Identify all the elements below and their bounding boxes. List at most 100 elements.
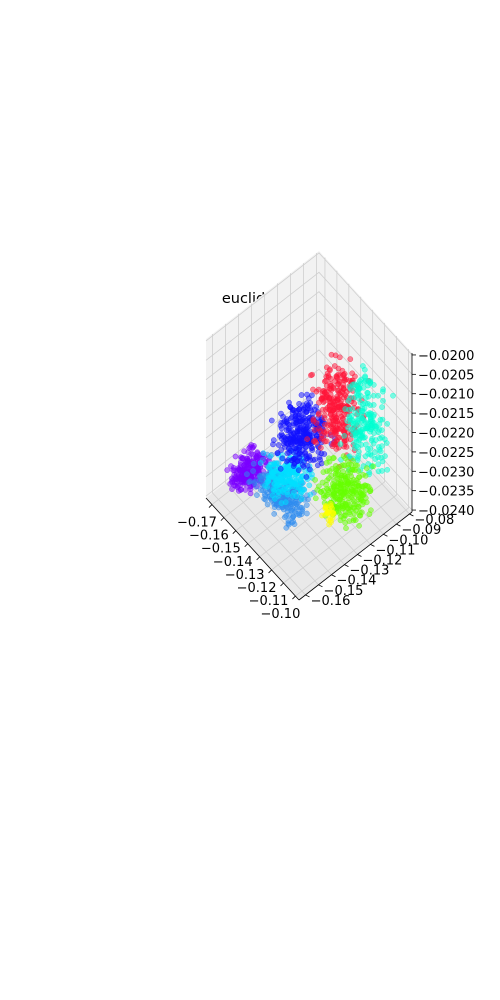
data-point xyxy=(293,438,300,445)
data-point xyxy=(383,440,390,446)
data-point xyxy=(283,483,289,490)
data-point xyxy=(299,489,305,495)
data-point xyxy=(371,430,377,436)
data-point xyxy=(268,417,275,424)
data-point xyxy=(339,505,346,511)
x-tick xyxy=(244,543,249,548)
x-tick xyxy=(220,517,225,521)
data-point xyxy=(349,406,356,412)
data-point xyxy=(271,511,278,517)
x-tick xyxy=(208,504,213,508)
data-point xyxy=(350,423,357,429)
data-point xyxy=(247,490,254,497)
x-tick-label: −0.14 xyxy=(213,555,253,570)
x-tick-label: −0.13 xyxy=(225,568,265,583)
y-tick-label: −0.11 xyxy=(376,543,416,558)
data-point xyxy=(326,475,332,482)
data-point xyxy=(323,493,329,499)
data-point xyxy=(339,420,346,426)
data-point xyxy=(341,370,348,377)
data-point xyxy=(278,410,284,417)
x-tick xyxy=(232,530,237,534)
data-point xyxy=(358,490,364,497)
data-point xyxy=(378,454,385,461)
data-point xyxy=(316,425,322,432)
data-point xyxy=(275,442,282,448)
data-point xyxy=(298,392,305,398)
data-point xyxy=(240,455,246,461)
data-point xyxy=(377,435,383,442)
data-point xyxy=(295,412,302,419)
data-point xyxy=(357,428,364,434)
x-tick-label: −0.10 xyxy=(261,607,301,622)
data-point xyxy=(304,510,310,517)
data-point xyxy=(372,449,378,455)
data-point xyxy=(365,390,371,396)
data-point xyxy=(335,381,342,388)
data-point xyxy=(313,388,320,395)
data-point xyxy=(323,377,329,384)
data-point xyxy=(348,412,355,419)
data-point xyxy=(323,438,330,445)
data-point xyxy=(355,444,361,450)
z-tick-label: −0.0205 xyxy=(418,368,474,383)
data-point xyxy=(336,354,343,361)
data-point xyxy=(304,436,311,442)
data-point xyxy=(366,469,372,476)
data-point xyxy=(310,457,316,463)
data-point xyxy=(284,489,291,496)
data-point xyxy=(319,512,325,519)
data-point xyxy=(277,433,283,439)
data-point xyxy=(379,404,385,410)
grid-line-z xyxy=(205,271,413,375)
axis-lines xyxy=(205,353,416,601)
data-point xyxy=(237,462,244,468)
data-point xyxy=(232,453,239,460)
y-tick xyxy=(331,574,336,578)
data-point xyxy=(351,498,357,505)
data-point xyxy=(341,376,348,383)
x-tick xyxy=(268,569,272,574)
data-point xyxy=(352,430,359,437)
grid-line-z xyxy=(205,252,413,356)
data-point xyxy=(230,467,236,473)
data-point xyxy=(365,377,371,384)
x-tick xyxy=(292,595,296,600)
data-point xyxy=(364,483,371,489)
data-point xyxy=(320,399,327,405)
data-point xyxy=(334,375,340,381)
data-point xyxy=(241,448,248,455)
y-tick-label: −0.08 xyxy=(414,513,454,528)
data-point xyxy=(277,465,284,472)
data-point xyxy=(360,416,367,423)
data-point xyxy=(234,484,241,491)
data-point xyxy=(337,441,344,448)
y-tick xyxy=(318,584,323,588)
data-point xyxy=(281,418,288,425)
data-point xyxy=(315,410,322,417)
data-point xyxy=(390,392,396,399)
x-tick xyxy=(280,582,284,587)
grid-line-x xyxy=(295,349,409,597)
data-point xyxy=(306,482,313,489)
data-point xyxy=(274,460,280,466)
data-point xyxy=(296,431,303,438)
grid-line-x xyxy=(283,336,397,584)
data-point xyxy=(264,501,271,508)
data-point xyxy=(355,416,361,422)
data-points xyxy=(224,351,396,532)
data-point xyxy=(340,485,347,492)
data-point xyxy=(309,445,315,451)
data-point xyxy=(312,437,319,444)
data-point xyxy=(279,476,286,483)
x-tick-label: −0.15 xyxy=(201,542,241,557)
data-point xyxy=(320,469,327,475)
data-point xyxy=(363,425,370,432)
data-point xyxy=(326,418,333,425)
data-point xyxy=(294,407,300,414)
data-point xyxy=(331,411,338,417)
data-point xyxy=(301,430,308,437)
data-point xyxy=(358,509,365,516)
data-point xyxy=(384,466,391,473)
